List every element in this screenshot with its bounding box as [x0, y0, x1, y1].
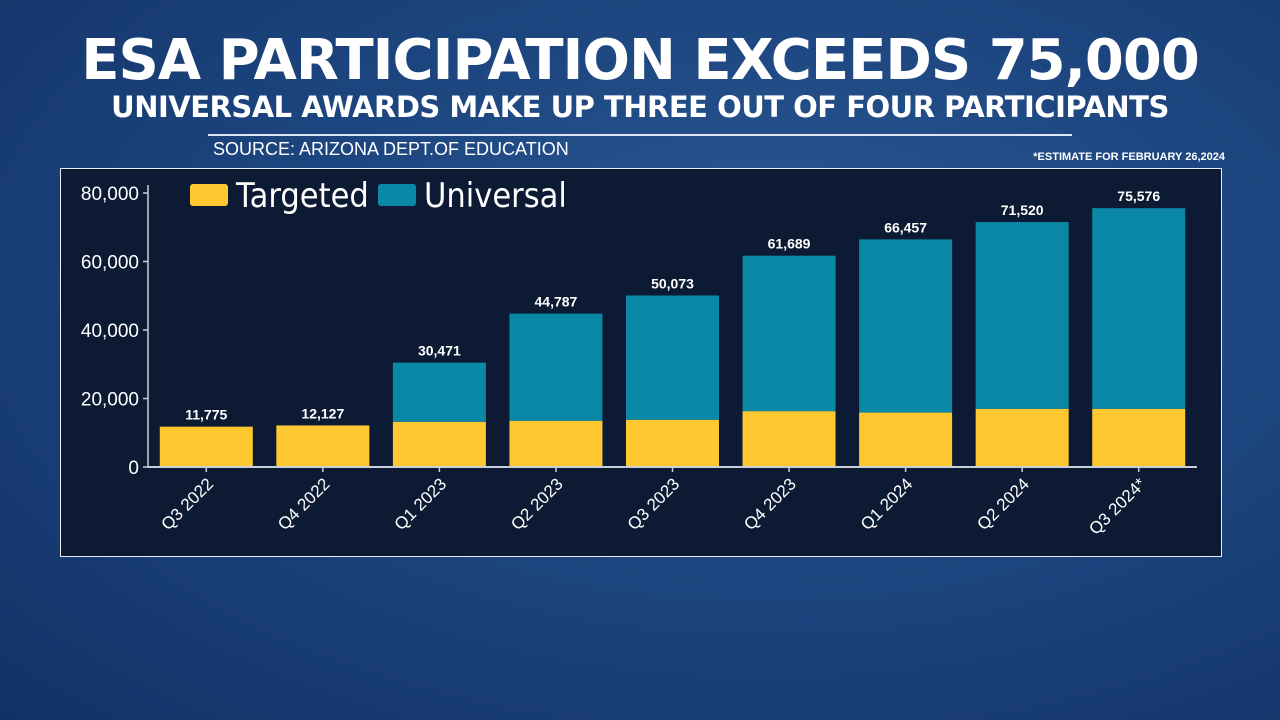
bar-targeted	[1092, 408, 1186, 467]
x-tick-label: Q2 2024	[973, 474, 1033, 534]
bar-targeted	[859, 412, 953, 467]
bar-targeted	[975, 408, 1069, 467]
x-tick-label: Q3 2024*	[1085, 474, 1150, 539]
data-label: 11,775	[185, 407, 227, 423]
data-label: 75,576	[1117, 188, 1160, 204]
bar-universal	[859, 239, 953, 413]
legend-label: Targeted	[235, 175, 369, 215]
bar-universal	[975, 222, 1069, 409]
bar-targeted	[509, 420, 603, 467]
bar-targeted	[276, 425, 370, 467]
data-label: 44,787	[535, 294, 578, 310]
x-tick-label: Q3 2023	[624, 474, 684, 534]
data-label: 66,457	[884, 219, 927, 235]
y-tick-label: 80,000	[81, 184, 139, 205]
bar-universal	[626, 295, 719, 420]
source-text: SOURCE: ARIZONA DEPT.OF EDUCATION	[213, 139, 569, 159]
legend-label: Universal	[424, 175, 567, 215]
estimate-note: *ESTIMATE FOR FEBRUARY 26,2024	[1033, 151, 1225, 163]
x-tick-label: Q2 2023	[507, 474, 567, 534]
page-title: ESA PARTICIPATION EXCEEDS 75,000	[81, 28, 1200, 93]
x-tick-label: Q3 2022	[158, 474, 218, 534]
bar-universal	[392, 362, 486, 422]
y-tick-label: 60,000	[81, 253, 139, 274]
y-tick-label: 0	[128, 458, 139, 479]
x-tick-label: Q1 2023	[391, 474, 451, 534]
data-label: 71,520	[1001, 202, 1044, 218]
page-subtitle: UNIVERSAL AWARDS MAKE UP THREE OUT OF FO…	[111, 90, 1169, 124]
bar-universal	[742, 255, 836, 412]
x-tick-label: Q4 2023	[740, 474, 800, 534]
x-tick-label: Q4 2022	[274, 474, 334, 534]
bar-targeted	[626, 419, 719, 467]
data-label: 30,471	[418, 343, 461, 359]
y-tick-label: 40,000	[81, 321, 139, 342]
legend-swatch-targeted	[190, 184, 228, 206]
y-tick-label: 20,000	[81, 390, 139, 411]
bar-targeted	[392, 421, 486, 467]
legend-swatch-universal	[378, 184, 416, 206]
bar-targeted	[159, 426, 253, 467]
bar-universal	[509, 313, 603, 421]
data-label: 50,073	[651, 275, 694, 291]
data-label: 12,127	[301, 405, 344, 421]
divider	[208, 134, 1072, 136]
bar-targeted	[742, 411, 836, 467]
data-label: 61,689	[768, 236, 811, 252]
bar-universal	[1092, 208, 1186, 409]
x-tick-label: Q1 2024	[857, 474, 917, 534]
